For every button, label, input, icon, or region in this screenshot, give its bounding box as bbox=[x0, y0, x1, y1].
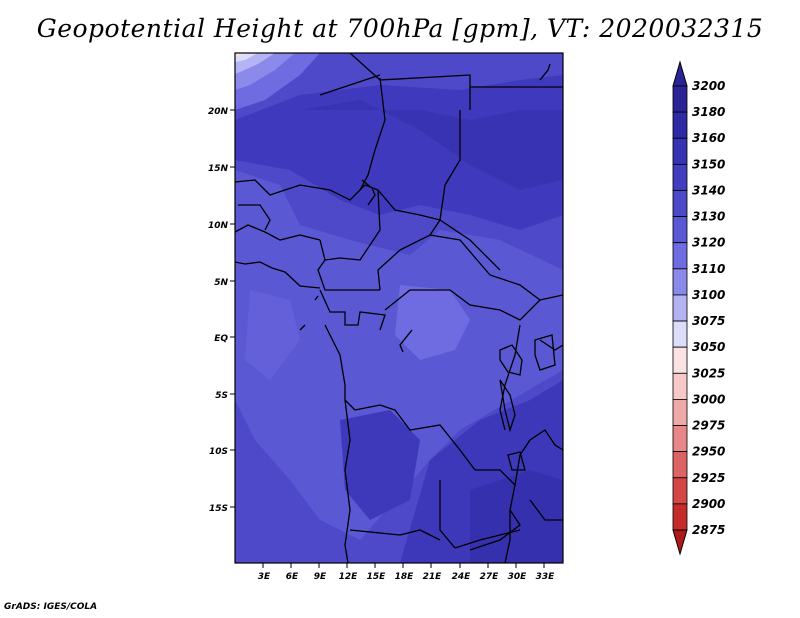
lat-label-15s: 15S bbox=[209, 504, 228, 514]
lat-label-15n: 15N bbox=[208, 164, 229, 174]
colorbar-label: 3110 bbox=[692, 262, 725, 276]
colorbar-label: 3025 bbox=[692, 366, 725, 380]
colorbar-swatch bbox=[672, 477, 688, 505]
map-frame bbox=[234, 52, 564, 564]
colorbar-arrow-top bbox=[672, 60, 688, 87]
colorbar-arrow-bottom bbox=[672, 529, 688, 556]
colorbar-label: 2900 bbox=[692, 497, 725, 511]
lon-label-21e: 21E bbox=[423, 572, 443, 582]
colorbar-swatch bbox=[672, 190, 688, 217]
colorbar-swatch bbox=[672, 346, 688, 374]
colorbar-label: 3160 bbox=[692, 131, 725, 145]
colorbar-label: 3150 bbox=[692, 157, 725, 171]
lon-label-18e: 18E bbox=[395, 572, 415, 582]
chart-title: Geopotential Height at 700hPa [gpm], VT:… bbox=[36, 14, 764, 43]
colorbar-label: 3200 bbox=[692, 79, 725, 93]
colorbar-label: 3180 bbox=[692, 105, 725, 119]
lon-label-27e: 27E bbox=[480, 572, 500, 582]
lat-label-5n: 5N bbox=[214, 278, 228, 288]
colorbar-label: 2925 bbox=[692, 471, 725, 485]
colorbar: 3200 3180 3160 3150 3140 3130 3120 3110 3100 3075… bbox=[672, 60, 725, 556]
lon-label-9e: 9E bbox=[314, 572, 327, 582]
colorbar-swatch bbox=[672, 320, 688, 348]
lon-label-30e: 30E bbox=[508, 572, 528, 582]
colorbar-label: 2975 bbox=[692, 419, 725, 433]
colorbar-swatch bbox=[672, 372, 688, 400]
lon-label-3e: 3E bbox=[258, 572, 271, 582]
colorbar-label: 2875 bbox=[692, 523, 725, 537]
lon-label-12e: 12E bbox=[339, 572, 359, 582]
colorbar-label: 3000 bbox=[692, 392, 725, 406]
lat-label-10s: 10S bbox=[209, 447, 228, 457]
colorbar-swatch bbox=[672, 399, 688, 426]
lon-label-24e: 24E bbox=[452, 572, 472, 582]
colorbar-swatch bbox=[672, 503, 688, 531]
colorbar-swatch bbox=[672, 451, 688, 479]
colorbar-swatch bbox=[672, 268, 688, 296]
colorbar-swatch bbox=[672, 216, 688, 244]
lon-label-33e: 33E bbox=[536, 572, 556, 582]
colorbar-swatch bbox=[672, 111, 688, 139]
lat-label-20n: 20N bbox=[208, 107, 229, 117]
grads-credit: GrADS: IGES/COLA bbox=[4, 602, 98, 612]
colorbar-label: 2950 bbox=[692, 445, 725, 459]
height-field bbox=[235, 53, 563, 563]
country-borders bbox=[235, 53, 563, 563]
colorbar-swatch bbox=[672, 425, 688, 453]
colorbar-swatch bbox=[672, 85, 688, 113]
colorbar-label: 3130 bbox=[692, 210, 725, 224]
colorbar-label: 3075 bbox=[692, 314, 725, 328]
colorbar-label: 3100 bbox=[692, 288, 725, 302]
colorbar-swatch bbox=[672, 137, 688, 165]
lat-label-eq: EQ bbox=[214, 334, 228, 344]
colorbar-label: 3050 bbox=[692, 340, 725, 354]
lat-label-10n: 10N bbox=[208, 221, 229, 231]
colorbar-swatch bbox=[672, 163, 688, 191]
lon-label-6e: 6E bbox=[286, 572, 299, 582]
lon-label-15e: 15E bbox=[367, 572, 387, 582]
colorbar-label: 3140 bbox=[692, 183, 725, 197]
colorbar-label: 3120 bbox=[692, 236, 725, 250]
colorbar-swatch bbox=[672, 242, 688, 270]
colorbar-swatch bbox=[672, 294, 688, 322]
lat-label-5s: 5S bbox=[215, 391, 228, 401]
